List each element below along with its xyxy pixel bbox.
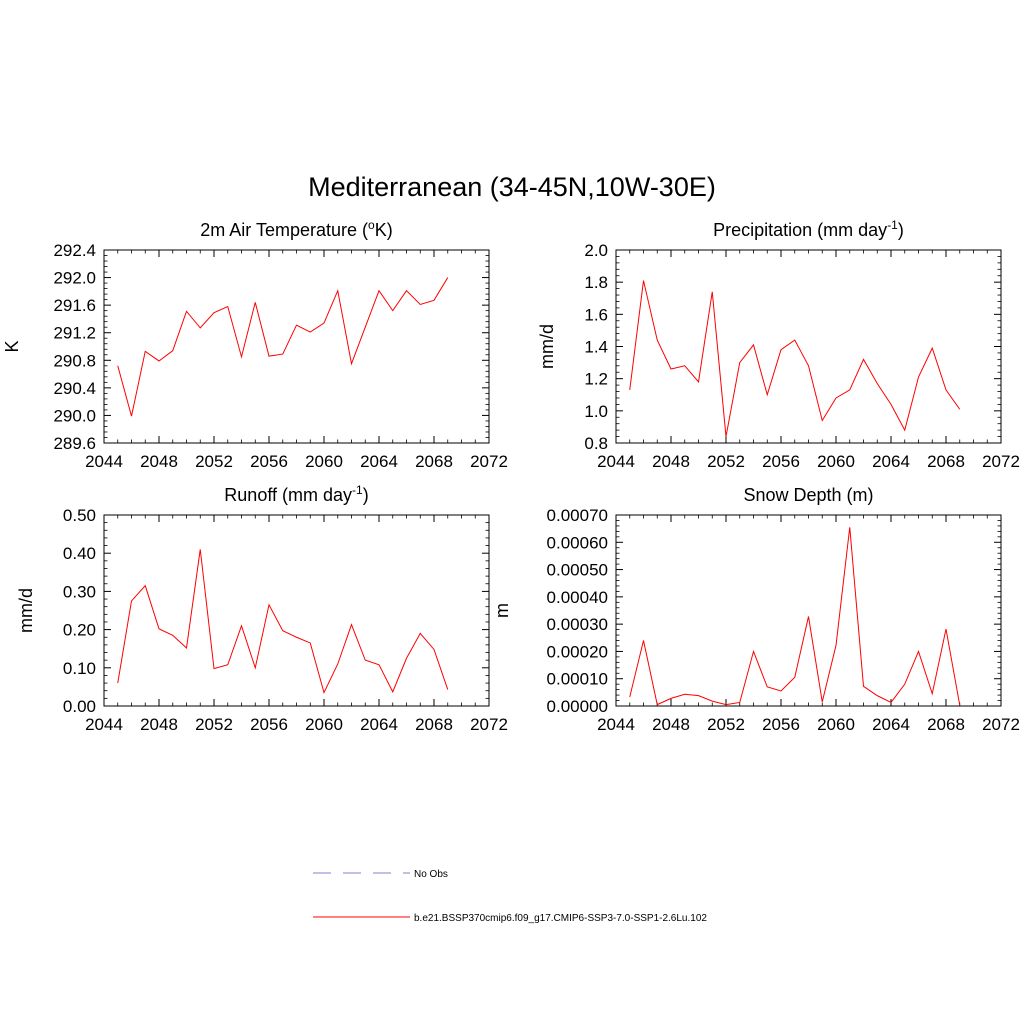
snow-depth-x-tick-label: 2064 (872, 715, 910, 734)
precipitation-x-tick-label: 2052 (707, 452, 745, 471)
air-temperature-x-tick-label: 2056 (250, 452, 288, 471)
air-temperature-x-tick-label: 2064 (360, 452, 398, 471)
air-temperature-x-tick-label: 2072 (470, 452, 508, 471)
air-temperature-x-tick-label: 2048 (140, 452, 178, 471)
runoff-plot-frame (103, 514, 490, 707)
air-temperature-x-tick-label: 2060 (305, 452, 343, 471)
precipitation-y-tick-label: 1.6 (584, 305, 608, 324)
runoff-x-tick-label: 2044 (85, 715, 123, 734)
panel-snow-depth: Snow Depth (m) 2044 2048 2052 2056 2060 2064 20… (492, 485, 1020, 734)
air-temperature-plot-frame (103, 249, 490, 444)
precipitation-x-tick-label: 2064 (872, 452, 910, 471)
runoff-x-tick-label: 2072 (470, 715, 508, 734)
runoff-y-tick-label: 0.50 (63, 506, 96, 525)
precipitation-x-tick-label: 2060 (817, 452, 855, 471)
runoff-y-tick-label: 0.40 (63, 544, 96, 563)
precipitation-plot-frame (615, 249, 1002, 444)
air-temperature-x-tick-label: 2052 (195, 452, 233, 471)
precipitation-y-axis-label: mm/d (537, 324, 557, 369)
snow-depth-series-line (629, 527, 961, 706)
snow-depth-y-tick-label: 0.00000 (547, 697, 608, 716)
precipitation-y-tick-label: 1.8 (584, 273, 608, 292)
air-temperature-y-tick-label: 289.6 (53, 434, 96, 453)
runoff-x-tick-label: 2048 (140, 715, 178, 734)
runoff-y-axis-label: mm/d (16, 588, 36, 633)
snow-depth-y-tick-label: 0.00060 (547, 533, 608, 552)
runoff-y-tick-label: 0.30 (63, 582, 96, 601)
precipitation-title: Precipitation (mm day-1) (713, 218, 904, 240)
snow-depth-y-axis-label: m (492, 603, 512, 618)
snow-depth-x-tick-label: 2048 (652, 715, 690, 734)
air-temperature-y-tick-label: 292.0 (53, 269, 96, 288)
precipitation-y-tick-label: 1.2 (584, 370, 608, 389)
precipitation-series-line (629, 280, 961, 437)
precipitation-x-tick-label: 2044 (597, 452, 635, 471)
air-temperature-y-tick-label: 290.8 (53, 351, 96, 370)
snow-depth-x-tick-label: 2060 (817, 715, 855, 734)
runoff-x-tick-label: 2056 (250, 715, 288, 734)
snow-depth-y-tick-label: 0.00050 (547, 561, 608, 580)
precipitation-x-tick-label: 2068 (927, 452, 965, 471)
runoff-title: Runoff (mm day-1) (224, 483, 368, 505)
precipitation-y-tick-label: 1.4 (584, 338, 608, 357)
precipitation-x-tick-label: 2056 (762, 452, 800, 471)
air-temperature-y-tick-label: 292.4 (53, 241, 96, 260)
air-temperature-x-tick-label: 2044 (85, 452, 123, 471)
snow-depth-y-tick-label: 0.00010 (547, 670, 608, 689)
precipitation-y-tick-label: 2.0 (584, 241, 608, 260)
precipitation-y-tick-label: 1.0 (584, 402, 608, 421)
panel-runoff: Runoff (mm day-1) 2044 2048 2052 2056 2060 206… (16, 483, 508, 734)
precipitation-x-tick-label: 2048 (652, 452, 690, 471)
panel-air-temperature: 2m Air Temperature (oK) 2044 2048 2052 2056 2… (2, 218, 508, 471)
runoff-y-tick-label: 0.20 (63, 621, 96, 640)
air-temperature-y-tick-label: 291.2 (53, 324, 96, 343)
air-temperature-y-tick-label: 290.4 (53, 379, 96, 398)
runoff-x-tick-label: 2060 (305, 715, 343, 734)
snow-depth-x-tick-label: 2072 (982, 715, 1020, 734)
snow-depth-plot-frame (615, 514, 1002, 707)
snow-depth-y-tick-label: 0.00040 (547, 588, 608, 607)
snow-depth-y-tick-label: 0.00070 (547, 506, 608, 525)
snow-depth-x-tick-label: 2044 (597, 715, 635, 734)
snow-depth-x-tick-label: 2052 (707, 715, 745, 734)
air-temperature-y-tick-label: 291.6 (53, 296, 96, 315)
air-temperature-y-axis-label: K (2, 340, 22, 352)
runoff-y-tick-label: 0.10 (63, 659, 96, 678)
snow-depth-y-tick-label: 0.00020 (547, 642, 608, 661)
snow-depth-title: Snow Depth (m) (743, 485, 873, 505)
air-temperature-title: 2m Air Temperature (oK) (200, 218, 392, 240)
panel-precipitation: Precipitation (mm day-1) 2044 2048 2052 2056… (537, 218, 1020, 471)
snow-depth-x-tick-label: 2056 (762, 715, 800, 734)
legend: No Obs b.e21.BSSP370cmip6.f09_g17.CMIP6-… (313, 869, 707, 924)
runoff-x-tick-label: 2068 (415, 715, 453, 734)
runoff-x-tick-label: 2052 (195, 715, 233, 734)
runoff-y-tick-label: 0.00 (63, 697, 96, 716)
air-temperature-y-tick-label: 290.0 (53, 406, 96, 425)
legend-label-no-obs: No Obs (414, 869, 448, 880)
precipitation-x-tick-label: 2072 (982, 452, 1020, 471)
precipitation-y-tick-label: 0.8 (584, 434, 608, 453)
air-temperature-series-line (117, 277, 449, 417)
figure-title: Mediterranean (34-45N,10W-30E) (308, 172, 716, 202)
legend-label-model: b.e21.BSSP370cmip6.f09_g17.CMIP6-SSP3-7.… (414, 913, 707, 924)
snow-depth-y-tick-label: 0.00030 (547, 615, 608, 634)
runoff-series-line (117, 549, 449, 695)
snow-depth-x-tick-label: 2068 (927, 715, 965, 734)
runoff-x-tick-label: 2064 (360, 715, 398, 734)
air-temperature-x-tick-label: 2068 (415, 452, 453, 471)
